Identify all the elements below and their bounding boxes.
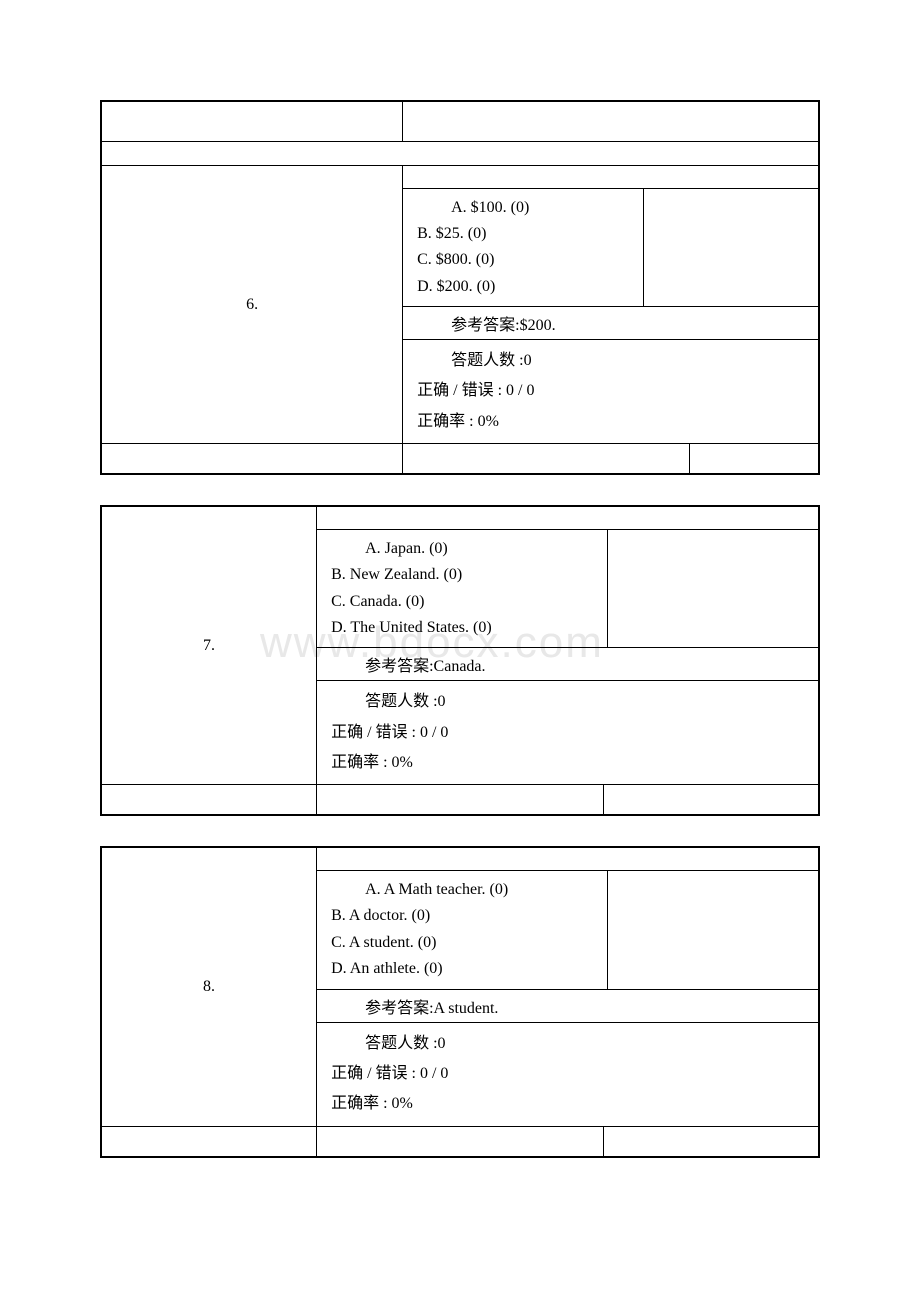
stats-row: 答题人数 :0 正确 / 错误 : 0 / 0 正确率 : 0% <box>317 681 818 785</box>
options-row: A. Japan. (0) B. New Zealand. (0) C. Can… <box>317 529 818 648</box>
footer-row <box>102 1126 819 1156</box>
option-d: D. An athlete. (0) <box>331 960 443 977</box>
answer-row: 参考答案:$200. <box>403 307 818 340</box>
body-row: 7. A. Japan. (0) B. New Zealand. (0) C. … <box>102 507 819 785</box>
answer-text: 参考答案:Canada. <box>317 648 818 681</box>
inner-spacer <box>317 848 818 870</box>
question-block: 6. A. $100. (0) B. $25. (0) C. $800. (0)… <box>100 100 820 475</box>
option-a: A. Japan. (0) <box>331 536 599 562</box>
option-c: C. $800. (0) <box>417 251 494 268</box>
option-c: C. Canada. (0) <box>331 593 424 610</box>
stats-ratio: 正确 / 错误 : 0 / 0 <box>331 1065 448 1082</box>
stats-rate: 正确率 : 0% <box>331 1095 413 1112</box>
option-a: A. $100. (0) <box>417 195 635 221</box>
stats-count: 答题人数 :0 <box>331 687 810 717</box>
footer-row <box>102 444 819 474</box>
stats-row: 答题人数 :0 正确 / 错误 : 0 / 0 正确率 : 0% <box>403 340 818 444</box>
stats-rate: 正确率 : 0% <box>417 413 499 430</box>
stats-ratio: 正确 / 错误 : 0 / 0 <box>417 382 534 399</box>
option-d: D. The United States. (0) <box>331 619 492 636</box>
question-number: 8. <box>102 848 317 1126</box>
question-table: 7. A. Japan. (0) B. New Zealand. (0) C. … <box>101 506 819 815</box>
inner-spacer <box>403 166 818 188</box>
question-block: 7. A. Japan. (0) B. New Zealand. (0) C. … <box>100 505 820 816</box>
option-b: B. A doctor. (0) <box>331 907 430 924</box>
options-row: A. A Math teacher. (0) B. A doctor. (0) … <box>317 870 818 989</box>
stats-ratio: 正确 / 错误 : 0 / 0 <box>331 724 448 741</box>
question-table: 8. A. A Math teacher. (0) B. A doctor. (… <box>101 847 819 1156</box>
option-b: B. $25. (0) <box>417 225 486 242</box>
footer-row <box>102 785 819 815</box>
question-block: 8. A. A Math teacher. (0) B. A doctor. (… <box>100 846 820 1157</box>
options-row: A. $100. (0) B. $25. (0) C. $800. (0) D.… <box>403 188 818 307</box>
answer-row: 参考答案:A student. <box>317 989 818 1022</box>
stats-count: 答题人数 :0 <box>417 346 810 376</box>
stats-count: 答题人数 :0 <box>331 1029 810 1059</box>
answer-row: 参考答案:Canada. <box>317 648 818 681</box>
stats-row: 答题人数 :0 正确 / 错误 : 0 / 0 正确率 : 0% <box>317 1022 818 1126</box>
option-c: C. A student. (0) <box>331 934 436 951</box>
question-table: 6. A. $100. (0) B. $25. (0) C. $800. (0)… <box>101 101 819 474</box>
header-row <box>102 102 819 142</box>
inner-content-table: A. $100. (0) B. $25. (0) C. $800. (0) D.… <box>403 166 818 443</box>
body-row: 6. A. $100. (0) B. $25. (0) C. $800. (0)… <box>102 166 819 444</box>
option-b: B. New Zealand. (0) <box>331 566 462 583</box>
header-full-row <box>102 142 819 166</box>
question-number: 7. <box>102 507 317 785</box>
question-number: 6. <box>102 166 403 444</box>
option-d: D. $200. (0) <box>417 278 495 295</box>
answer-text: 参考答案:A student. <box>317 989 818 1022</box>
stats-rate: 正确率 : 0% <box>331 754 413 771</box>
inner-content-table: A. A Math teacher. (0) B. A doctor. (0) … <box>317 848 818 1125</box>
inner-spacer <box>317 507 818 529</box>
option-a: A. A Math teacher. (0) <box>331 877 599 903</box>
answer-text: 参考答案:$200. <box>403 307 818 340</box>
inner-content-table: A. Japan. (0) B. New Zealand. (0) C. Can… <box>317 507 818 784</box>
body-row: 8. A. A Math teacher. (0) B. A doctor. (… <box>102 848 819 1126</box>
